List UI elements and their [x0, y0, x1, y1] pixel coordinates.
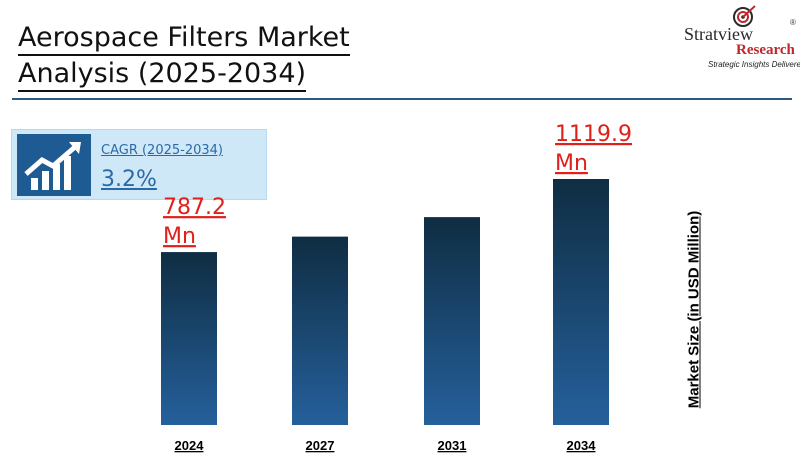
target-icon [733, 5, 756, 27]
bar-2027 [292, 236, 348, 425]
data-label: Mn [555, 151, 588, 176]
logo-registered-mark: ® [790, 18, 796, 27]
cagr-label: CAGR (2025-2034) [101, 143, 223, 158]
x-tick-label: 2034 [567, 438, 597, 453]
y-axis-label: Market Size (in USD Million) [685, 210, 703, 409]
x-tick-label: 2024 [175, 438, 205, 453]
data-label: 1119.9 [555, 122, 632, 147]
x-tick-label: 2031 [438, 438, 467, 453]
data-label: 787.2 [163, 195, 226, 220]
bar-2024 [161, 252, 217, 425]
header-divider [12, 98, 792, 100]
data-label: Mn [163, 224, 196, 249]
bar-2031 [424, 217, 480, 425]
page-title: Aerospace Filters Market Analysis (2025-… [18, 20, 350, 92]
title-line-2: Analysis (2025-2034) [18, 57, 307, 92]
cagr-box: CAGR (2025-2034) 3.2% [11, 129, 267, 200]
logo-brand: Stratview [684, 24, 753, 44]
logo-sub: Research [736, 42, 795, 58]
logo-tagline: Strategic Insights Delivered [708, 60, 800, 69]
cagr-value: 3.2% [101, 167, 157, 192]
growth-chart-icon [17, 134, 91, 196]
title-line-1: Aerospace Filters Market [18, 21, 350, 56]
stratview-logo: Stratview ® Research Strategic Insights … [668, 4, 800, 69]
bar-2034 [553, 179, 609, 425]
x-tick-label: 2027 [306, 438, 335, 453]
